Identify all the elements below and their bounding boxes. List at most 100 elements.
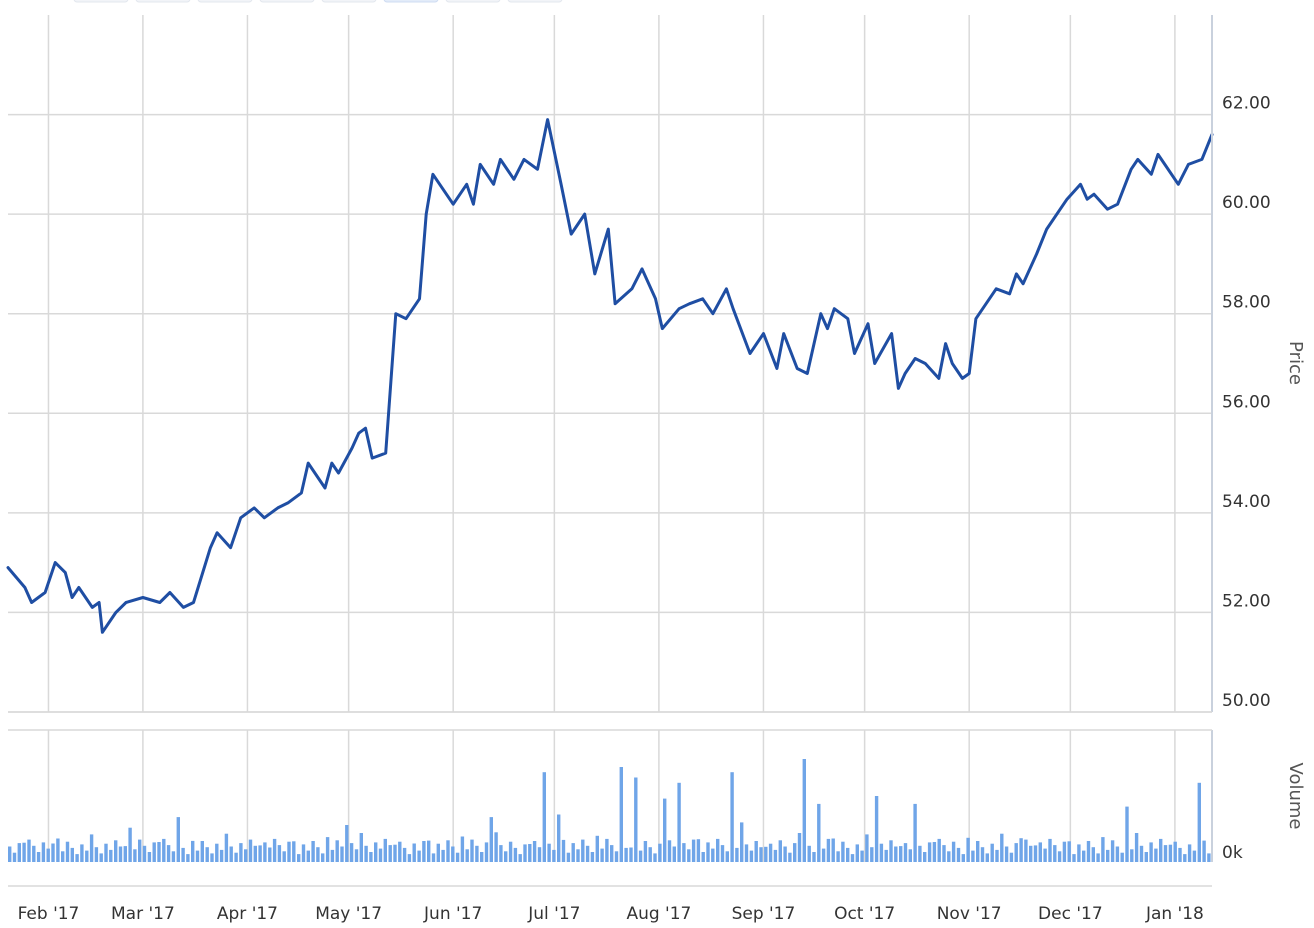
volume-bar (677, 782, 681, 862)
volume-bar (778, 840, 782, 862)
range-button-3[interactable] (197, 0, 253, 3)
volume-bar (436, 843, 440, 862)
volume-bar (1086, 841, 1091, 862)
volume-bar (258, 845, 262, 862)
volume-bar (614, 851, 619, 862)
volume-bar (234, 852, 238, 862)
range-button-7[interactable] (445, 0, 501, 3)
volume-bar (585, 845, 590, 862)
volume-bar (1149, 842, 1153, 862)
volume-bar (1096, 853, 1100, 862)
volume-bars (8, 759, 1211, 862)
volume-bar (8, 846, 12, 862)
volume-bar (1207, 853, 1211, 862)
x-tick-label: Jul '17 (527, 904, 580, 924)
price-tick-label: 62.00 (1222, 94, 1271, 114)
volume-bar (638, 850, 643, 862)
volume-bar (147, 852, 152, 862)
x-tick-label: Jan '18 (1145, 904, 1204, 924)
price-tick-label: 52.00 (1222, 591, 1271, 611)
volume-bar (976, 841, 980, 862)
range-button-8[interactable] (507, 0, 563, 3)
volume-bar (253, 845, 257, 862)
volume-bar (557, 814, 561, 862)
volume-bar (311, 841, 315, 862)
volume-bar (431, 853, 436, 862)
volume-bar (248, 839, 253, 862)
volume-bar (441, 849, 445, 862)
volume-bar (166, 845, 171, 862)
volume-bar (1183, 854, 1187, 862)
volume-bar (648, 847, 652, 862)
volume-bar (51, 843, 55, 862)
volume-bar (504, 851, 508, 862)
volume-bar (239, 843, 243, 862)
price-tick-label: 54.00 (1222, 492, 1271, 512)
volume-bar (499, 845, 503, 862)
range-button-5[interactable] (321, 0, 377, 3)
volume-bar (701, 852, 705, 862)
volume-bar (942, 845, 946, 862)
volume-bar (518, 854, 522, 862)
volume-bar (272, 838, 277, 862)
volume-bar (388, 845, 392, 862)
volume-bar (306, 850, 310, 862)
volume-bar (1202, 840, 1206, 862)
volume-bar (802, 759, 806, 862)
price-tick-label: 58.00 (1222, 293, 1271, 313)
volume-bar (768, 843, 773, 862)
volume-bar (1106, 849, 1110, 862)
volume-bar (764, 846, 768, 862)
volume-bar (402, 847, 407, 862)
volume-bar (595, 835, 599, 862)
range-button-4[interactable] (259, 0, 315, 3)
volume-bar (480, 852, 484, 862)
volume-bar (744, 844, 749, 862)
volume-bar (716, 838, 720, 862)
range-button-6[interactable] (383, 0, 439, 3)
range-selector[interactable] (73, 0, 563, 3)
volume-bar (754, 841, 758, 862)
volume-bar (321, 853, 325, 862)
volume-bar (1038, 842, 1042, 862)
volume-bar (200, 841, 204, 862)
volume-bar (932, 842, 937, 862)
volume-bar (923, 852, 927, 862)
volume-bar (1187, 844, 1192, 862)
volume-bar (162, 838, 166, 862)
volume-bar (908, 849, 912, 862)
volume-bar (600, 848, 604, 862)
volume-bar (1062, 841, 1067, 862)
volume-bar (277, 845, 282, 862)
volume-bar (1019, 838, 1023, 862)
volume-bar (1082, 850, 1086, 862)
volume-bar (894, 846, 898, 862)
volume-bar (470, 839, 474, 862)
volume-axis-title: Volume (1285, 763, 1306, 830)
volume-bar (1168, 844, 1173, 862)
range-button-2[interactable] (135, 0, 191, 3)
volume-bar (268, 847, 272, 862)
volume-bar (407, 854, 412, 862)
volume-bar (22, 842, 26, 862)
volume-bar (1120, 852, 1124, 862)
volume-bar (797, 833, 802, 862)
volume-bar (27, 839, 31, 862)
range-button-1[interactable] (73, 0, 129, 3)
volume-bar (46, 848, 50, 862)
volume-bar (749, 850, 754, 862)
volume-bar (874, 796, 879, 862)
volume-bar (316, 847, 320, 862)
volume-bar (1048, 838, 1052, 862)
volume-bar (663, 798, 667, 862)
volume-bar (494, 832, 498, 862)
volume-bar (682, 843, 686, 862)
volume-bar (205, 847, 209, 862)
volume-bar (951, 841, 956, 862)
volume-bar (1163, 845, 1168, 862)
volume-bar (720, 845, 725, 862)
volume-bar (691, 839, 696, 862)
volume-bar (918, 845, 922, 862)
volume-bar (1130, 849, 1134, 862)
volume-bar (846, 847, 850, 862)
